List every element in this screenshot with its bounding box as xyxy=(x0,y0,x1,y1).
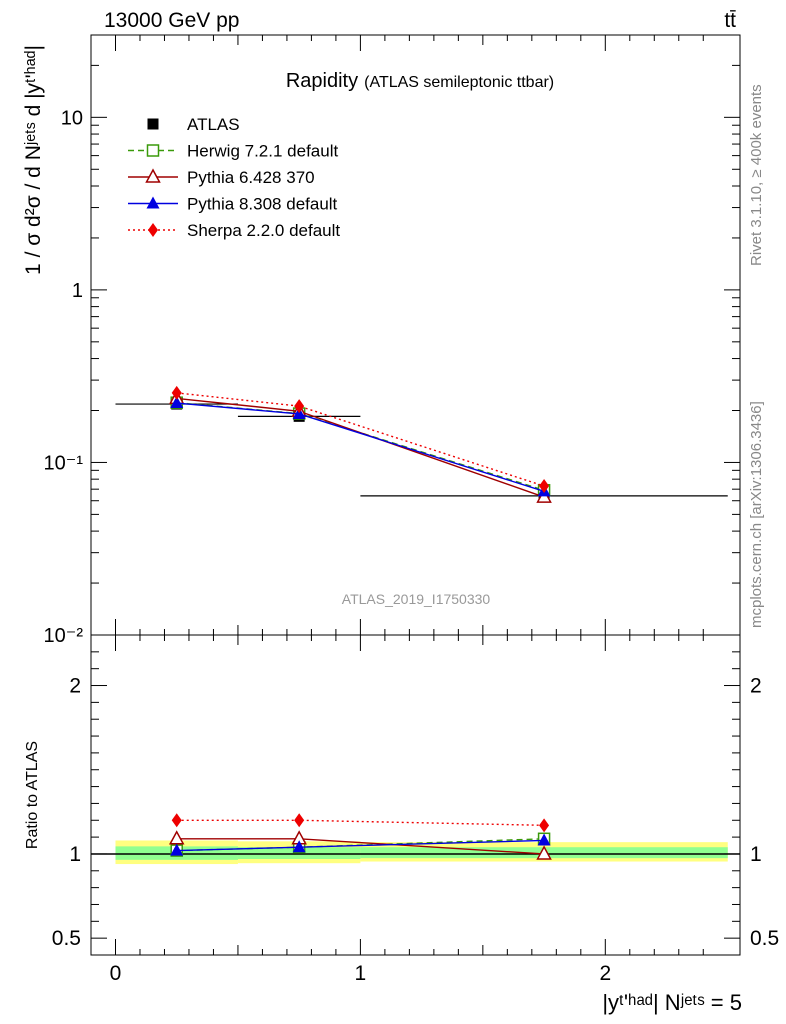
legend-marker xyxy=(148,223,158,237)
legend-entry-pythia-8-308-default: Pythia 8.308 default xyxy=(128,195,338,214)
ratio-series-pythia-6-428-370 xyxy=(168,830,552,860)
series-sherpa-2-2-0-default xyxy=(171,385,550,494)
data-point xyxy=(539,479,550,494)
legend-label: Herwig 7.2.1 default xyxy=(187,142,338,161)
legend-entry-sherpa-2-2-0-default: Sherpa 2.2.0 default xyxy=(128,221,340,240)
x-axis-label: |yᵗ'ʰᵃᵈ| Nʲᵉᵗˢ = 5 xyxy=(602,990,742,1015)
main-y-tick-label: 10 xyxy=(61,107,83,129)
legend-label: ATLAS xyxy=(187,115,240,134)
legend-marker xyxy=(145,168,161,183)
process-label: tt̄ xyxy=(724,9,736,32)
legend-entry-atlas: ATLAS xyxy=(147,115,240,134)
data-point xyxy=(294,399,305,414)
main-y-axis-label: 1 / σ d²σ / d Nʲᵉᵗˢ d |yᵗ'ʰᵃᵈ| xyxy=(22,45,45,275)
rivet-label: Rivet 3.1.10, ≥ 400k events xyxy=(748,84,765,266)
ratio-series-pythia-8-308-default xyxy=(170,833,551,856)
analysis-watermark: ATLAS_2019_I1750330 xyxy=(342,591,491,607)
ratio-y-tick-label: 0.5 xyxy=(52,927,81,950)
ratio-point xyxy=(537,833,551,846)
mcplots-label: mcplots.cern.ch [arXiv:1306.3436] xyxy=(748,401,765,628)
main-y-tick-label: 1 xyxy=(72,280,83,302)
legend-entry-herwig-7-2-1-default: Herwig 7.2.1 default xyxy=(128,142,338,161)
legend-label: Pythia 8.308 default xyxy=(187,195,338,214)
ratio-point xyxy=(170,843,184,856)
x-tick-label: 2 xyxy=(599,962,611,985)
legend-marker xyxy=(147,118,159,130)
ratio-series-sherpa-2-2-0-default xyxy=(171,813,550,833)
main-series-group xyxy=(115,385,728,503)
series-atlas xyxy=(115,398,728,502)
ratio-axis-ticks: 2 2 1 1 0.5 0.5 0 1 2 xyxy=(52,635,779,985)
ratio-point xyxy=(539,818,550,833)
data-point xyxy=(171,385,182,400)
legend: ATLAS Herwig 7.2.1 default Pythia 6.428 37… xyxy=(128,115,340,240)
ratio-y-tick-label: 2 xyxy=(69,675,81,698)
ratio-point xyxy=(294,813,305,828)
series-herwig-7-2-1-default xyxy=(170,396,551,497)
chart-title-main: Rapidity xyxy=(286,70,358,92)
legend-entry-pythia-6-428-370: Pythia 6.428 370 xyxy=(128,168,315,187)
ratio-y-tick-label-right: 0.5 xyxy=(750,927,779,950)
ratio-y-tick-label-right: 2 xyxy=(750,675,762,698)
ratio-panel: 2 2 1 1 0.5 0.5 0 1 2 Ratio to ATLAS |yᵗ'ʰᵃᵈ| Nʲ… xyxy=(24,634,779,1015)
legend-label: Sherpa 2.2.0 default xyxy=(187,221,340,240)
ratio-line xyxy=(176,819,545,827)
x-tick-label: 1 xyxy=(355,962,367,985)
legend-marker xyxy=(146,144,160,157)
legend-marker xyxy=(146,196,160,209)
series-line xyxy=(176,397,545,498)
energy-label: 13000 GeV pp xyxy=(104,9,239,32)
legend-label: Pythia 6.428 370 xyxy=(187,168,315,187)
series-line xyxy=(176,392,545,487)
ratio-point xyxy=(171,813,182,828)
chart-title: Rapidity (ATLAS semileptonic ttbar) xyxy=(286,70,554,92)
ratio-point xyxy=(168,830,185,845)
ratio-y-axis-label: Ratio to ATLAS xyxy=(24,741,41,849)
x-tick-label: 0 xyxy=(110,962,122,985)
main-y-tick-label: 10⁻¹ xyxy=(44,452,84,474)
data-point xyxy=(170,396,184,409)
ratio-point xyxy=(292,840,306,853)
ratio-y-tick-label-right: 1 xyxy=(750,843,762,866)
ratio-y-tick-label: 1 xyxy=(69,843,81,866)
ratio-frame xyxy=(90,634,741,956)
ratio-point xyxy=(536,845,552,860)
chart-subtitle: (ATLAS semileptonic ttbar) xyxy=(364,74,554,91)
series-pythia-8-308-default xyxy=(170,396,551,497)
ratio-series-group xyxy=(168,813,552,860)
main-panel: 10 1 10⁻¹ 10⁻² Rapidity (ATLAS semileptonic … xyxy=(22,34,741,647)
main-y-tick-label: 10⁻² xyxy=(44,625,84,647)
main-axis-ticks: 10 1 10⁻¹ 10⁻² xyxy=(44,34,740,647)
